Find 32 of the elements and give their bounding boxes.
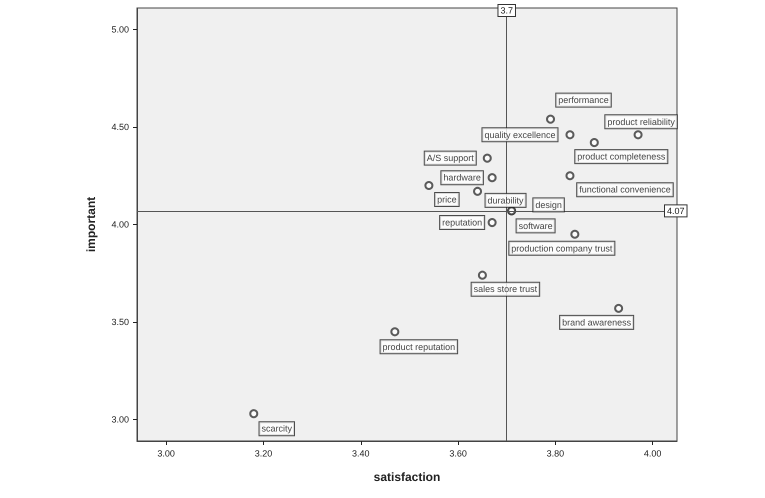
x-tick-label: 3.60 (449, 448, 467, 458)
annotation: functional convenience (579, 184, 671, 195)
annotation: performance (558, 95, 609, 106)
annotation: durability (488, 195, 524, 206)
y-tick-label: 3.50 (111, 317, 129, 328)
annotation: scarcity (262, 424, 292, 434)
annotation: product reputation (382, 342, 456, 352)
x-tick-label: 4.00 (644, 448, 662, 458)
annotation: design (535, 200, 562, 210)
y-tick-label: 3.00 (111, 414, 129, 425)
ref-line-label: 3.7 (500, 6, 513, 16)
x-tick-label: 3.80 (546, 448, 564, 458)
x-tick-label: 3.40 (352, 448, 370, 458)
y-tick-label: 4.00 (111, 220, 129, 230)
annotation: software (518, 220, 553, 231)
annotation: price (437, 194, 457, 204)
x-tick-label: 3.00 (157, 448, 175, 458)
annotation: sales store trust (474, 284, 538, 294)
ref-line-label: 4.07 (667, 206, 685, 216)
x-axis-title: satisfaction (374, 470, 440, 484)
y-tick-label: 4.50 (111, 122, 129, 132)
annotation: quality excellence (484, 130, 556, 140)
y-axis-title: important (84, 196, 98, 252)
annotation: product reliability (607, 116, 676, 127)
annotation: production company trust (511, 243, 613, 254)
x-tick-label: 3.20 (254, 448, 272, 458)
annotation: hardware (443, 172, 481, 183)
annotation: reputation (442, 218, 482, 228)
annotation: product completeness (577, 152, 666, 162)
annotation: brand awareness (562, 317, 632, 328)
annotation: A/S support (426, 153, 474, 164)
y-tick-label: 5.00 (111, 24, 129, 34)
